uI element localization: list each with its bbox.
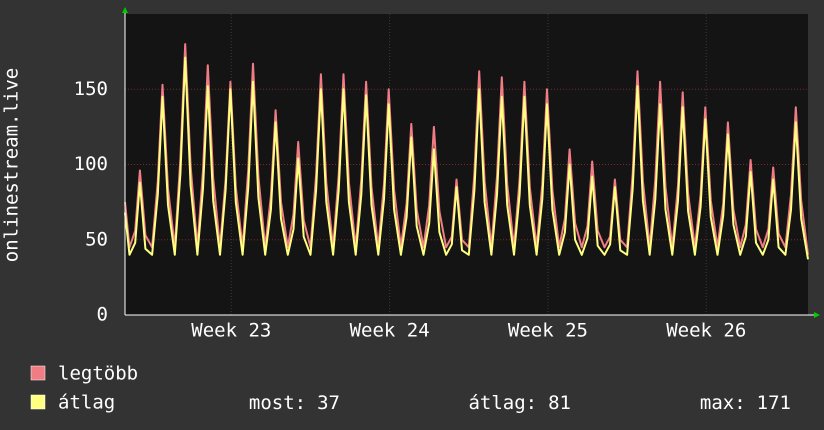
- series-line: [124, 56, 809, 260]
- x-tick-label: Week 24: [350, 320, 430, 342]
- y-tick-label: 100: [74, 153, 108, 175]
- stat-label: átlag:: [468, 392, 537, 414]
- legend: legtöbb átlag most: 37 átlag: 81 max: 171: [30, 363, 791, 414]
- axis-arrow: [122, 7, 128, 13]
- y-tick-label: 0: [97, 304, 108, 326]
- legend-label: átlag: [58, 392, 115, 414]
- legend-swatch: [30, 365, 46, 381]
- lines: [124, 43, 809, 260]
- y-tick-label: 50: [85, 228, 108, 250]
- stat-label: most:: [249, 392, 306, 414]
- plot-area: [125, 14, 808, 315]
- stat: átlag: 81: [468, 392, 571, 414]
- x-tick-label: Week 25: [508, 320, 588, 342]
- x-tick-label: Week 23: [191, 320, 271, 342]
- stat-value: 81: [548, 392, 571, 414]
- legend-label: legtöbb: [58, 363, 138, 385]
- stat: max: 171: [700, 392, 791, 414]
- stat-label: max:: [700, 392, 746, 414]
- series-line: [124, 43, 809, 255]
- grid: [125, 14, 808, 316]
- x-tick-label: Week 26: [666, 320, 746, 342]
- legend-swatch: [30, 394, 46, 410]
- stat: most: 37: [249, 392, 340, 414]
- y-axis-label: onlinestream.live: [1, 68, 23, 262]
- y-tick-label: 150: [74, 78, 108, 100]
- stat-value: 37: [317, 392, 340, 414]
- axis-arrow: [814, 312, 820, 318]
- stat-value: 171: [757, 392, 791, 414]
